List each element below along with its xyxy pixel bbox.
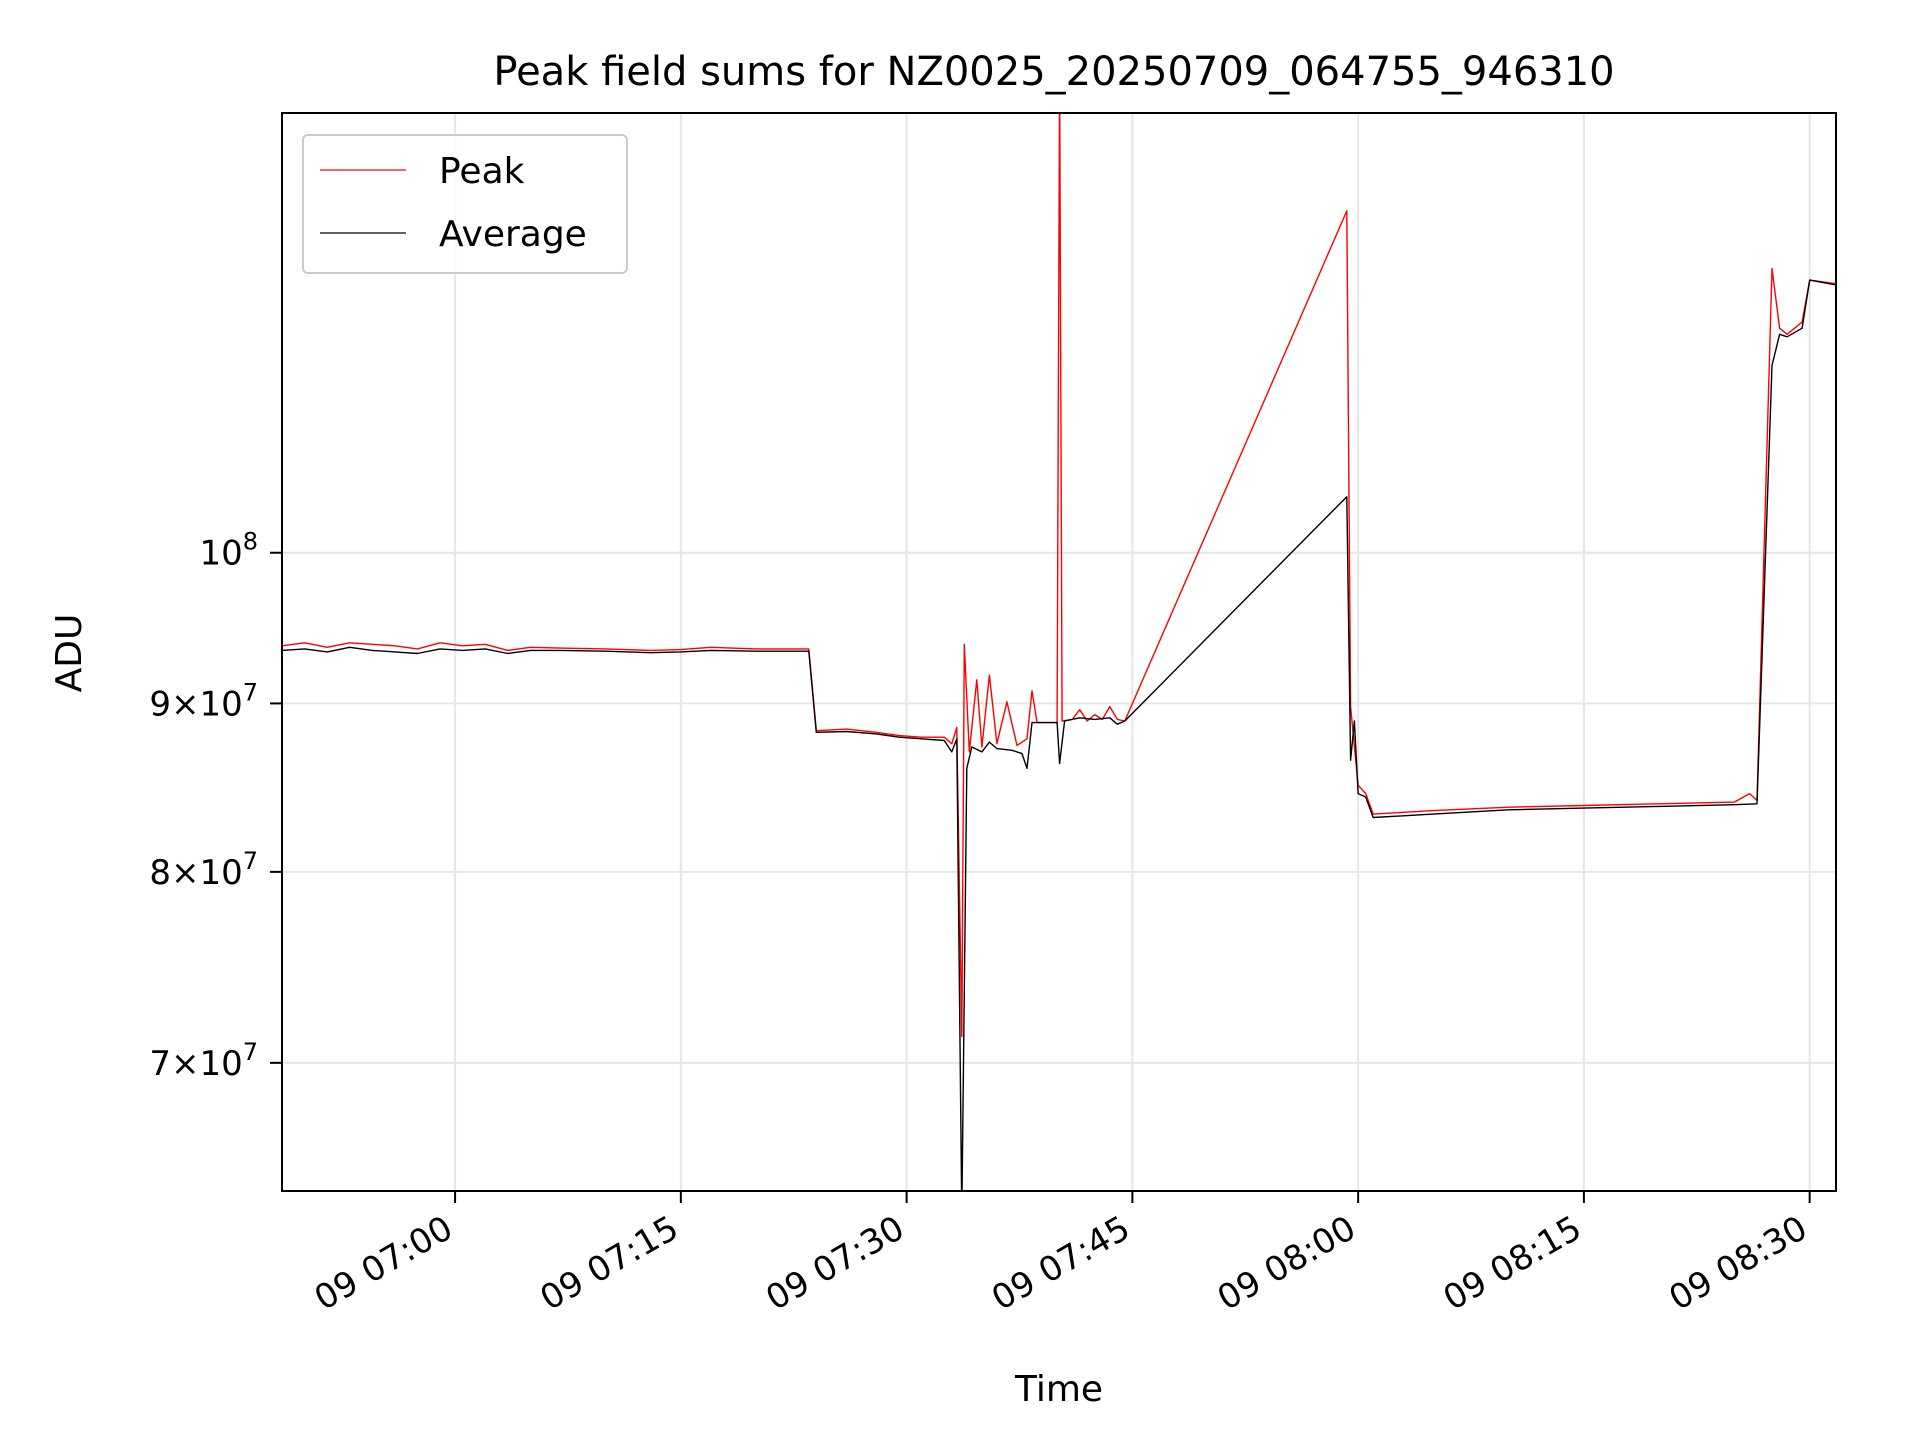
legend-label-average: Average: [439, 214, 587, 255]
y-axis: 7×107 8×107 9×107 108: [149, 528, 282, 1084]
legend: Peak Average: [302, 134, 628, 274]
grid: [282, 113, 1836, 1191]
series-line-peak: [282, 113, 1836, 1038]
y-tick-label: 108: [199, 528, 258, 574]
y-tick-label: 8×107: [149, 847, 258, 893]
x-axis-label: Time: [1014, 1369, 1103, 1410]
series-line-average: [282, 279, 1836, 1191]
legend-label-peak: Peak: [439, 151, 525, 192]
y-tick-label: 7×107: [149, 1038, 258, 1084]
y-tick-label: 9×107: [149, 678, 258, 724]
y-axis-label: ADU: [49, 614, 90, 693]
chart-title: Peak field sums for NZ0025_20250709_0647…: [493, 49, 1614, 95]
plot-frame: [281, 112, 1837, 1192]
plot-series: [282, 113, 1836, 1191]
